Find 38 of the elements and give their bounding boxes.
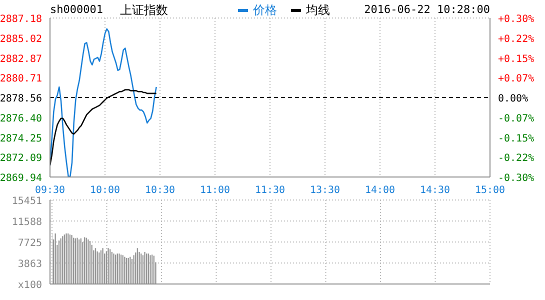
y2-tick-label: +0.30% [498, 14, 534, 25]
y2-tick-label: +0.22% [498, 34, 534, 45]
x-tick-label: 14:30 [420, 185, 450, 196]
y-tick-label: 15451 [12, 196, 42, 207]
y-tick-label: 2874.25 [0, 133, 42, 144]
x-tick-label: 09:30 [34, 185, 66, 196]
y-tick-label: 2872.09 [0, 153, 42, 164]
line-series [50, 28, 157, 177]
y-tick-label: x100 [18, 280, 42, 291]
x-tick-label: 15:00 [474, 185, 506, 196]
legend-label: 均线 [305, 2, 330, 19]
x-tick-label: 13:30 [310, 185, 340, 196]
y2-tick-label: -0.30% [498, 173, 534, 184]
y2-tick-label: -0.22% [498, 153, 534, 164]
chart-subtitle: sh000001 [50, 3, 103, 16]
y-tick-label: 11588 [12, 217, 42, 228]
y2-tick-label: -0.07% [498, 113, 534, 124]
y-tick-label: 2887.18 [0, 14, 42, 25]
y-tick-label: 2878.56 [0, 94, 42, 104]
chart-title: 上证指数 [120, 2, 168, 19]
y2-tick-label: +0.07% [498, 74, 534, 85]
y-tick-label: 2880.71 [0, 74, 42, 85]
y2-tick-label: -0.15% [498, 133, 534, 144]
y-tick-label: 2876.40 [0, 113, 42, 124]
y-tick-label: 3863 [18, 259, 42, 270]
y2-tick-label: 0.00% [498, 94, 528, 104]
y-tick-label: 2882.87 [0, 54, 42, 65]
x-tick-label: 10:00 [90, 185, 120, 196]
y2-tick-label: +0.15% [498, 54, 534, 65]
y-tick-label: 2885.02 [0, 34, 42, 45]
x-tick-label: 11:30 [254, 185, 286, 196]
legend-label: 价格 [252, 2, 277, 19]
y-tick-label: 7725 [18, 238, 42, 250]
x-tick-label: 11:00 [200, 185, 230, 196]
x-tick-label: 14:00 [364, 185, 396, 196]
y-tick-label: 2869.94 [0, 173, 42, 184]
text: 2016-06-22 10:28:00 [363, 3, 490, 16]
x-tick-label: 10:30 [144, 185, 176, 196]
